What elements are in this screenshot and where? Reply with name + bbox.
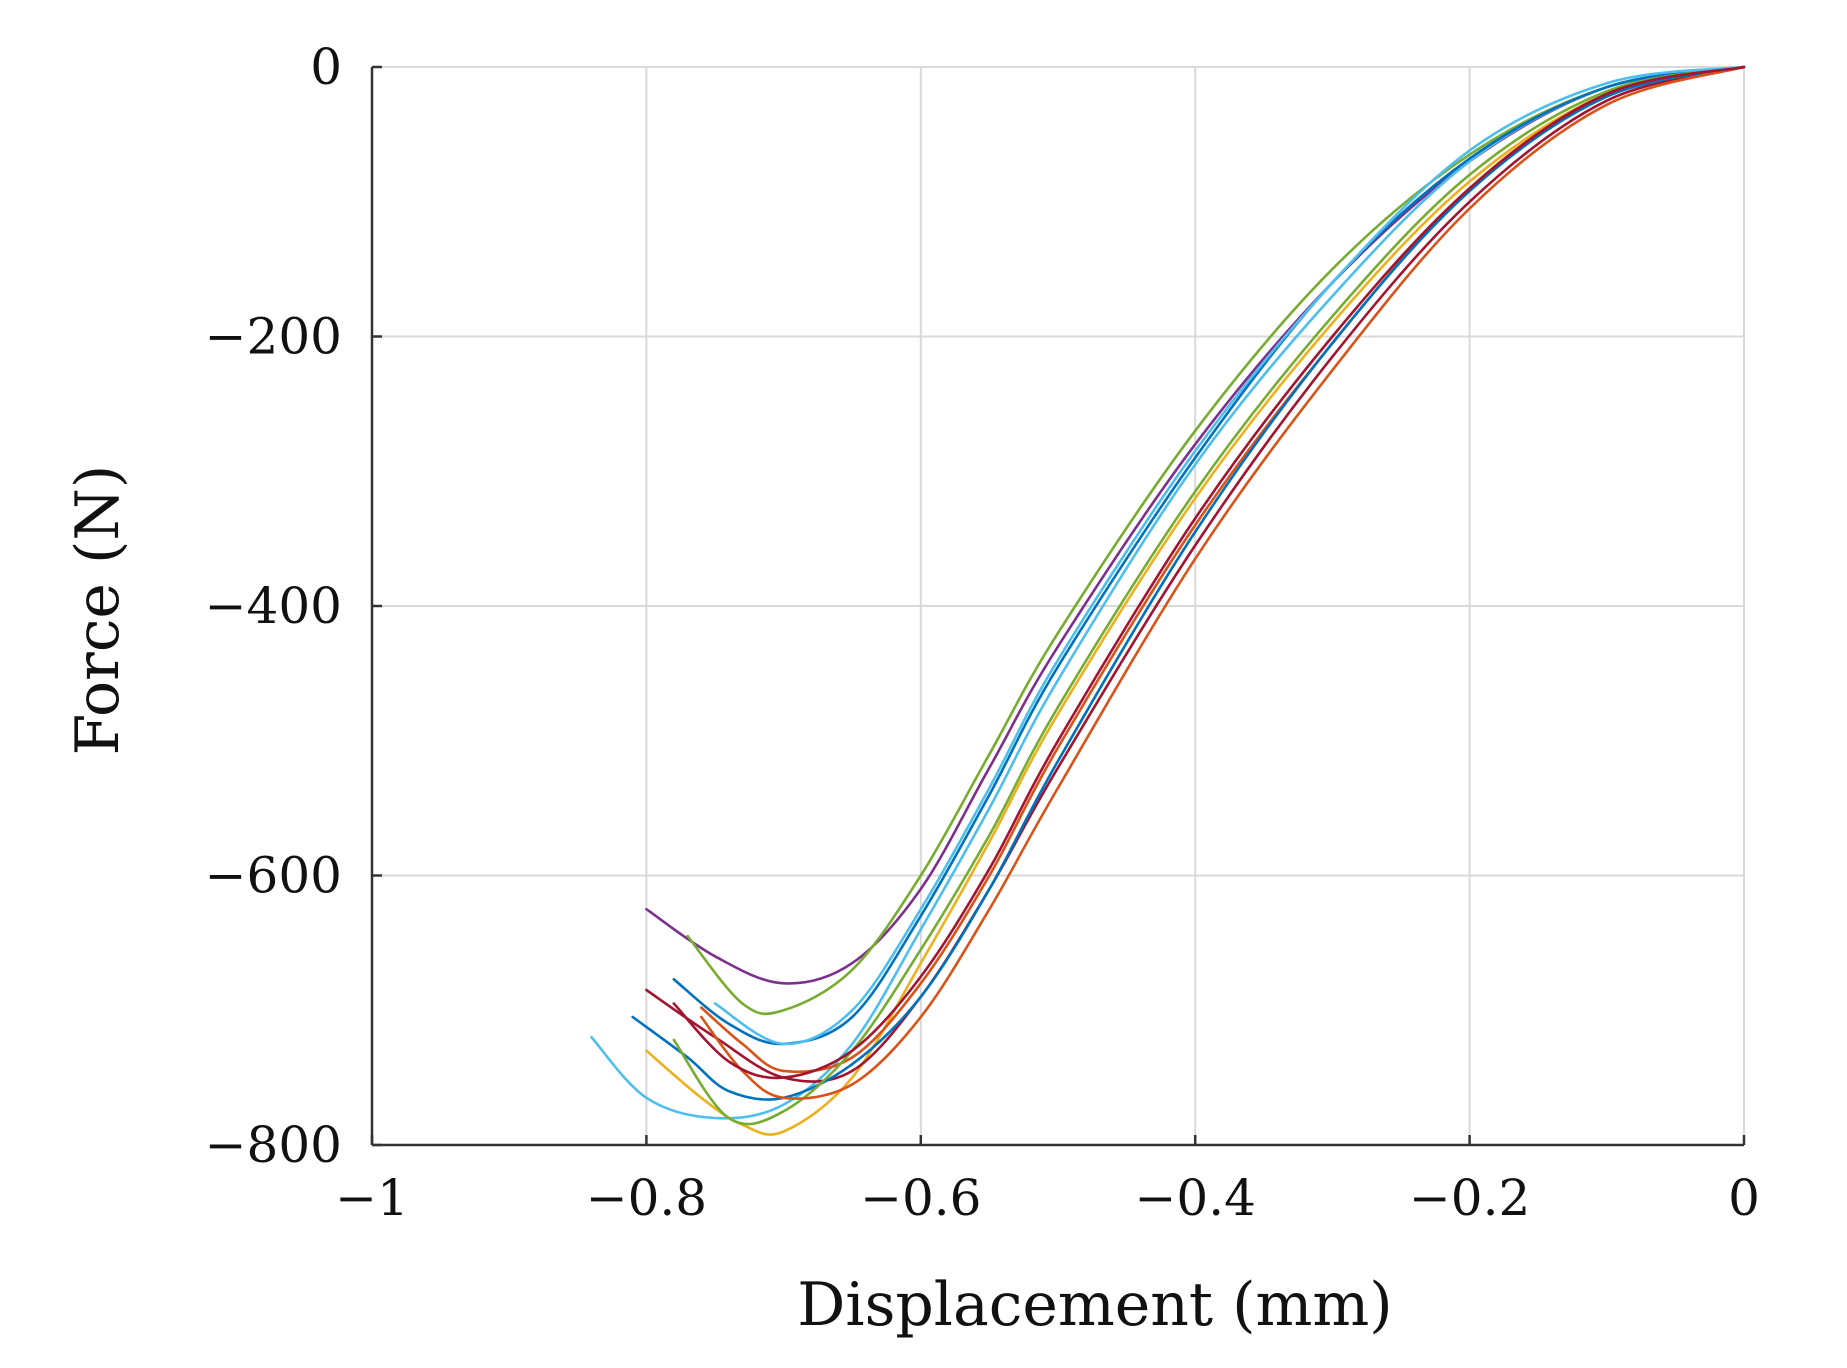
x-tick-label: −1 <box>335 1169 409 1227</box>
x-tick-label: −0.6 <box>860 1169 981 1227</box>
y-tick-label: −200 <box>205 308 342 366</box>
y-tick-labels: 0 −200 −400 −600 −800 <box>205 38 342 1174</box>
x-tick-label: −0.8 <box>586 1169 707 1227</box>
series-line-5 <box>645 65 1746 1136</box>
y-tick-label: −400 <box>205 577 342 635</box>
series-line-3 <box>590 65 1746 1120</box>
data-series-group <box>590 65 1746 1136</box>
x-axis-title: Displacement (mm) <box>797 1270 1392 1340</box>
series-line-9 <box>672 65 1746 1126</box>
y-axis-title: Force (N) <box>63 465 133 756</box>
x-tick-label: −0.2 <box>1409 1169 1530 1227</box>
x-tick-label: −0.4 <box>1134 1169 1255 1227</box>
series-line-11 <box>700 65 1746 1100</box>
y-tick-label: 0 <box>310 38 342 96</box>
y-tick-label: −600 <box>205 847 342 905</box>
y-tick-label: −800 <box>205 1116 342 1174</box>
series-line-12 <box>672 65 1746 1080</box>
series-line-7 <box>645 65 1746 1083</box>
series-line-2 <box>686 65 1746 1016</box>
series-line-8 <box>631 65 1746 1101</box>
x-tick-labels: −1 −0.8 −0.6 −0.4 −0.2 0 <box>335 1169 1760 1227</box>
x-tick-label: 0 <box>1728 1169 1760 1227</box>
series-line-10 <box>713 65 1746 1046</box>
